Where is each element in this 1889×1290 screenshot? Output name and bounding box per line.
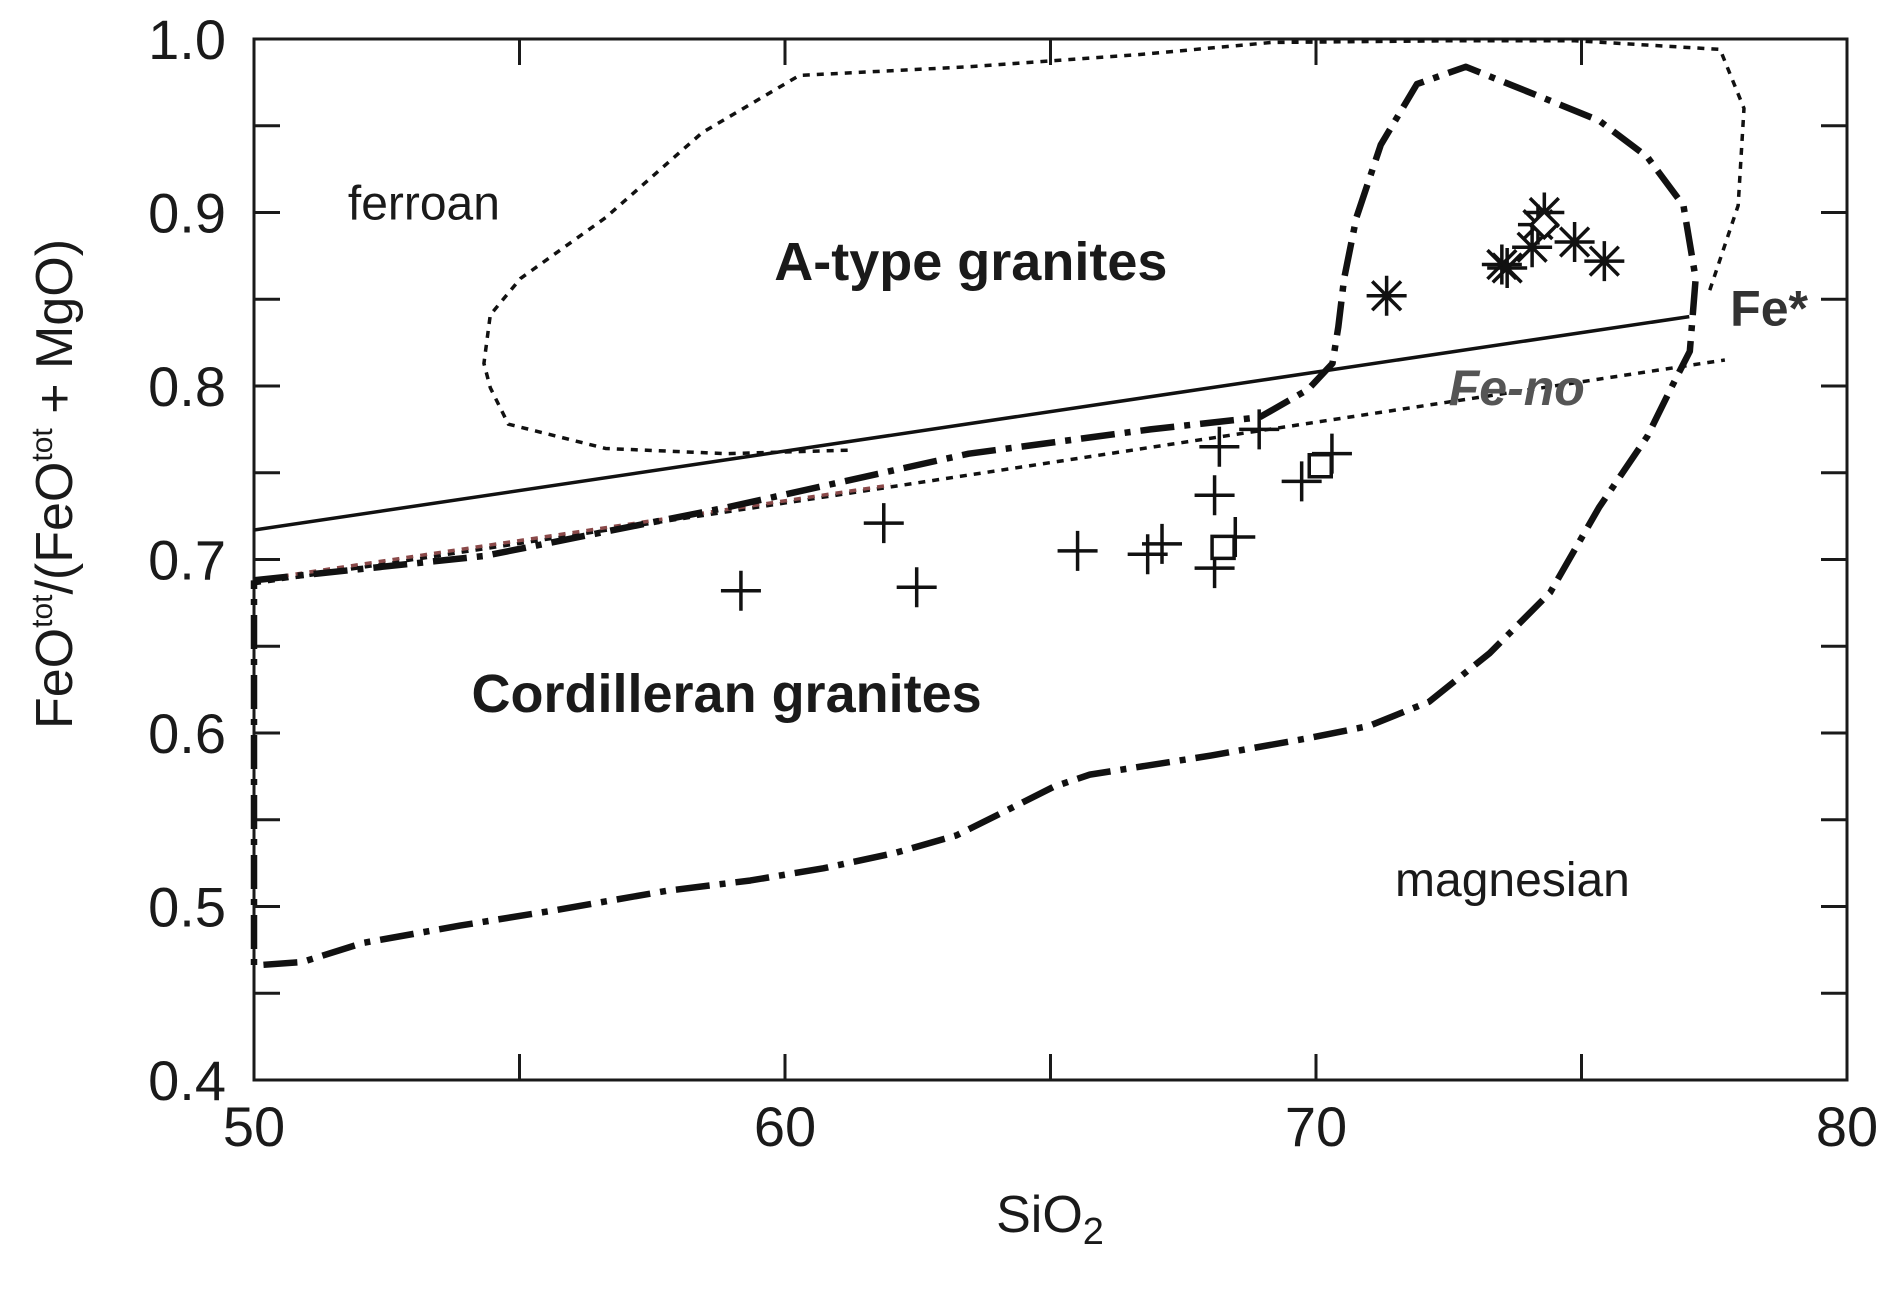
x-tick-label: 60 (754, 1095, 816, 1158)
asterisk-marker (1584, 241, 1625, 282)
plus-marker (1194, 475, 1235, 516)
plus-marker (896, 567, 937, 608)
y-axis-label: FeOtot/(FeOtot + MgO) (26, 239, 84, 729)
y-label-part: + MgO) (26, 239, 84, 428)
annotation: Fe* (1730, 280, 1808, 336)
boundary-line (253, 314, 1690, 532)
boundary-line (253, 358, 1726, 586)
annotation: Fe-no (1449, 360, 1585, 416)
annotation: ferroan (348, 177, 500, 230)
plus-marker (1142, 523, 1183, 564)
plus-marker (1281, 461, 1322, 502)
asterisk-marker (1554, 221, 1595, 262)
y-tick-label: 0.7 (148, 529, 226, 592)
y-tick-label: 0.6 (148, 702, 226, 765)
annotation: A-type granites (774, 232, 1167, 292)
plus-marker (1239, 409, 1280, 450)
plus-marker (720, 570, 761, 611)
boundary-line (253, 483, 892, 583)
x-axis-label: SiO2 (996, 1186, 1104, 1253)
boundary-line (250, 63, 1699, 969)
y-tick-label: 1.0 (148, 8, 226, 71)
y-label-part: FeO (26, 628, 84, 729)
plus-marker (863, 503, 904, 544)
plus-marker (1057, 530, 1098, 571)
square-marker (1307, 453, 1333, 479)
asterisk-marker (1487, 248, 1528, 289)
asterisk-marker (1366, 275, 1407, 316)
square-marker (1210, 534, 1236, 561)
y-label-superscript: tot (26, 428, 59, 462)
y-tick-label: 0.8 (148, 355, 226, 418)
plus-marker (1199, 426, 1240, 467)
annotation: magnesian (1395, 854, 1630, 907)
y-label-superscript: tot (26, 594, 59, 628)
y-label-part: /(FeO (26, 462, 84, 595)
y-tick-label: 0.4 (148, 1049, 226, 1112)
y-tick-label: 0.9 (148, 182, 226, 245)
x-tick-label: 80 (1816, 1095, 1878, 1158)
y-tick-label: 0.5 (148, 876, 226, 939)
x-label-subscript: 2 (1083, 1211, 1104, 1253)
x-tick-label: 70 (1285, 1095, 1347, 1158)
x-tick-label: 50 (223, 1095, 285, 1158)
x-label-part: SiO (996, 1186, 1083, 1244)
diamond-marker (1528, 209, 1560, 241)
asterisk-marker (1512, 227, 1553, 268)
annotation: Cordilleran granites (472, 664, 982, 724)
